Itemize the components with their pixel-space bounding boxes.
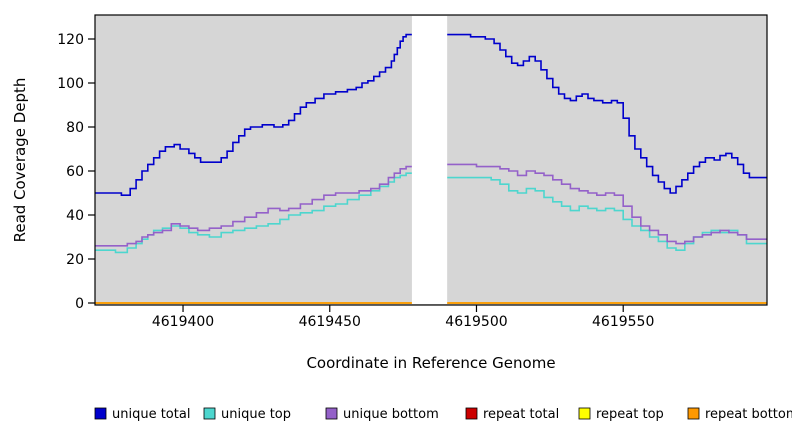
legend-label: repeat top [596, 407, 664, 422]
y-tick-label: 100 [57, 76, 84, 92]
legend-swatch-unique-top [203, 407, 216, 420]
legend-item: repeat top [578, 407, 664, 422]
y-tick-label: 20 [66, 252, 84, 268]
legend-swatch-repeat-top [578, 407, 591, 420]
legend-swatch-repeat-total [465, 407, 478, 420]
x-tick-label: 4619400 [152, 314, 214, 330]
x-tick-label: 4619550 [592, 314, 654, 330]
legend-swatch-repeat-bottom [687, 407, 700, 420]
series-layer [95, 16, 767, 304]
legend-label: repeat bottom [705, 407, 792, 422]
legend-item: unique total [94, 407, 190, 422]
legend-item: repeat total [465, 407, 559, 422]
y-tick-label: 120 [57, 32, 84, 48]
x-tick-label: 4619500 [445, 314, 507, 330]
legend-label: unique bottom [343, 407, 439, 422]
axis-layer: 4619400 4619450 4619500 4619550 0 20 40 60 80 100… [57, 14, 768, 330]
x-axis-title: Coordinate in Reference Genome [306, 354, 555, 372]
y-tick-label: 0 [75, 296, 84, 312]
legend-label: repeat total [483, 407, 559, 422]
legend-swatch-unique-total [94, 407, 107, 420]
y-tick-label: 80 [66, 120, 84, 136]
legend-item: unique top [203, 407, 291, 422]
panel-border [94, 14, 768, 306]
y-axis-title: Read Coverage Depth [11, 78, 29, 243]
series-line-unique-bottom [95, 163, 767, 247]
legend-swatch-unique-bottom [325, 407, 338, 420]
y-tick-label: 60 [66, 164, 84, 180]
series-line-unique-total [95, 33, 767, 196]
legend-item: unique bottom [325, 407, 439, 422]
no-data-gap [411, 16, 448, 304]
legend-item: repeat bottom [687, 407, 792, 422]
legend-label: unique top [221, 407, 291, 422]
x-tick-label: 4619450 [299, 314, 361, 330]
legend-label: unique total [112, 407, 190, 422]
chart-legend: unique total unique top unique bottom repea… [94, 407, 792, 422]
y-tick-label: 40 [66, 208, 84, 224]
